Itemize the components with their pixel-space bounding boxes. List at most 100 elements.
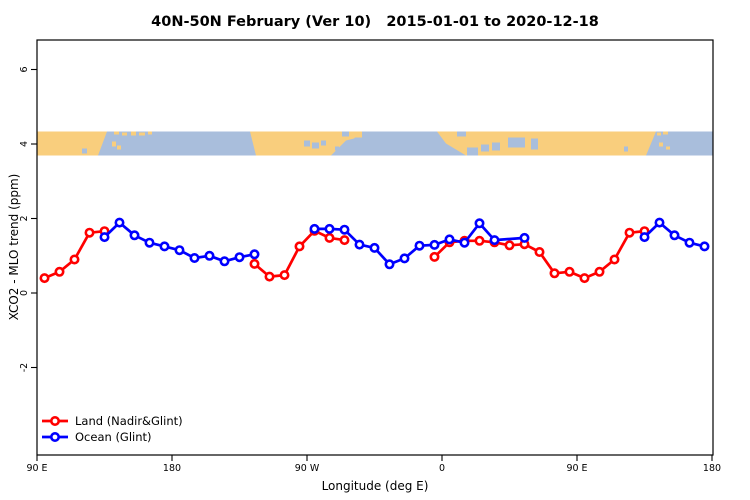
map-ocean-patch <box>467 147 478 156</box>
map-island-patch <box>148 131 152 135</box>
map-island-patch <box>112 141 116 147</box>
data-point <box>429 239 440 250</box>
x-tick-label: 180 <box>703 463 721 474</box>
legend-marker <box>49 415 60 426</box>
legend: Land (Nadir&Glint) Ocean (Glint) <box>42 414 183 444</box>
legend-item: Ocean (Glint) <box>42 430 152 444</box>
map-ocean-patch <box>342 131 349 137</box>
data-point <box>474 218 485 229</box>
chart-title: 40N-50N February (Ver 10) 2015-01-01 to … <box>151 14 599 30</box>
data-point <box>699 241 710 252</box>
data-point <box>474 235 485 246</box>
data-point <box>249 258 260 269</box>
map-island-patch <box>659 142 663 147</box>
data-point <box>369 242 380 253</box>
map-island-patch <box>122 132 127 136</box>
data-point <box>549 268 560 279</box>
data-point <box>249 249 260 260</box>
map-island-patch <box>657 132 661 136</box>
plot-border <box>36 39 714 456</box>
data-point <box>219 256 230 267</box>
data-point <box>294 241 305 252</box>
y-tick-label: 6 <box>19 66 30 72</box>
data-point <box>264 271 275 282</box>
data-point <box>234 252 245 263</box>
data-point <box>54 266 65 277</box>
legend-label: Land (Nadir&Glint) <box>75 414 183 428</box>
x-tick-label: 90 W <box>295 463 320 474</box>
data-point <box>204 250 215 261</box>
data-point <box>414 240 425 251</box>
y-tick-label: 4 <box>19 141 30 147</box>
data-point <box>339 224 350 235</box>
data-point <box>669 230 680 241</box>
map-ocean-region <box>646 131 713 156</box>
data-point <box>444 234 455 245</box>
data-point <box>654 217 665 228</box>
data-point <box>534 247 545 258</box>
data-point <box>519 232 530 243</box>
data-point <box>324 232 335 243</box>
data-point <box>639 232 650 243</box>
data-point <box>129 230 140 241</box>
map-island-patch <box>131 131 136 136</box>
map-island-patch <box>114 131 119 135</box>
data-point <box>144 237 155 248</box>
data-point <box>189 253 200 264</box>
x-tick-label: 90 E <box>566 463 587 474</box>
y-tick-label: 0 <box>19 290 30 296</box>
map-ocean-patch <box>492 142 500 151</box>
legend-label: Ocean (Glint) <box>75 430 152 444</box>
x-axis-title: Longitude (deg E) <box>321 479 429 493</box>
data-point <box>504 240 515 251</box>
series-line <box>103 221 256 263</box>
x-tick-label: 0 <box>439 463 445 474</box>
data-point <box>69 254 80 265</box>
map-ocean-patch <box>335 146 339 151</box>
map-island-patch <box>663 131 668 135</box>
data-point <box>594 266 605 277</box>
map-island-patch <box>352 131 362 138</box>
data-point <box>489 235 500 246</box>
y-tick-label: 2 <box>19 215 30 221</box>
ocean-series <box>99 217 710 270</box>
data-point <box>579 273 590 284</box>
map-ocean-patch <box>508 137 525 148</box>
data-point <box>684 237 695 248</box>
data-point <box>339 235 350 246</box>
data-point <box>459 237 470 248</box>
data-point <box>354 239 365 250</box>
legend-item: Land (Nadir&Glint) <box>42 414 183 428</box>
coastline-map-band <box>37 131 713 156</box>
data-point <box>279 270 290 281</box>
data-point <box>609 254 620 265</box>
y-axis-title: XCO2 - MLO trend (ppm) <box>7 173 21 321</box>
map-island-patch <box>139 132 145 136</box>
data-point <box>159 241 170 252</box>
data-point <box>384 259 395 270</box>
map-ocean-region <box>331 131 466 156</box>
data-point <box>174 245 185 256</box>
map-ocean-patch <box>457 131 466 137</box>
data-point <box>39 273 50 284</box>
map-ocean-patch <box>481 144 489 152</box>
data-point <box>324 223 335 234</box>
x-tick-label: 180 <box>163 463 181 474</box>
y-tick-label: -2 <box>19 363 30 372</box>
data-point <box>114 217 125 228</box>
map-ocean-region <box>98 131 256 156</box>
data-point <box>624 227 635 238</box>
legend-marker <box>49 431 60 442</box>
map-ocean-patch <box>304 140 310 147</box>
data-point <box>429 251 440 262</box>
data-point <box>99 232 110 243</box>
map-ocean-patch <box>321 140 326 146</box>
map-ocean-patch <box>624 146 628 152</box>
map-ocean-patch <box>82 148 87 154</box>
axes: 90 E 180 90 W 0 90 E 180 -2 0 2 4 6 <box>19 39 721 474</box>
map-ocean-patch <box>531 138 538 150</box>
data-point <box>399 253 410 264</box>
x-tick-label: 90 E <box>26 463 47 474</box>
